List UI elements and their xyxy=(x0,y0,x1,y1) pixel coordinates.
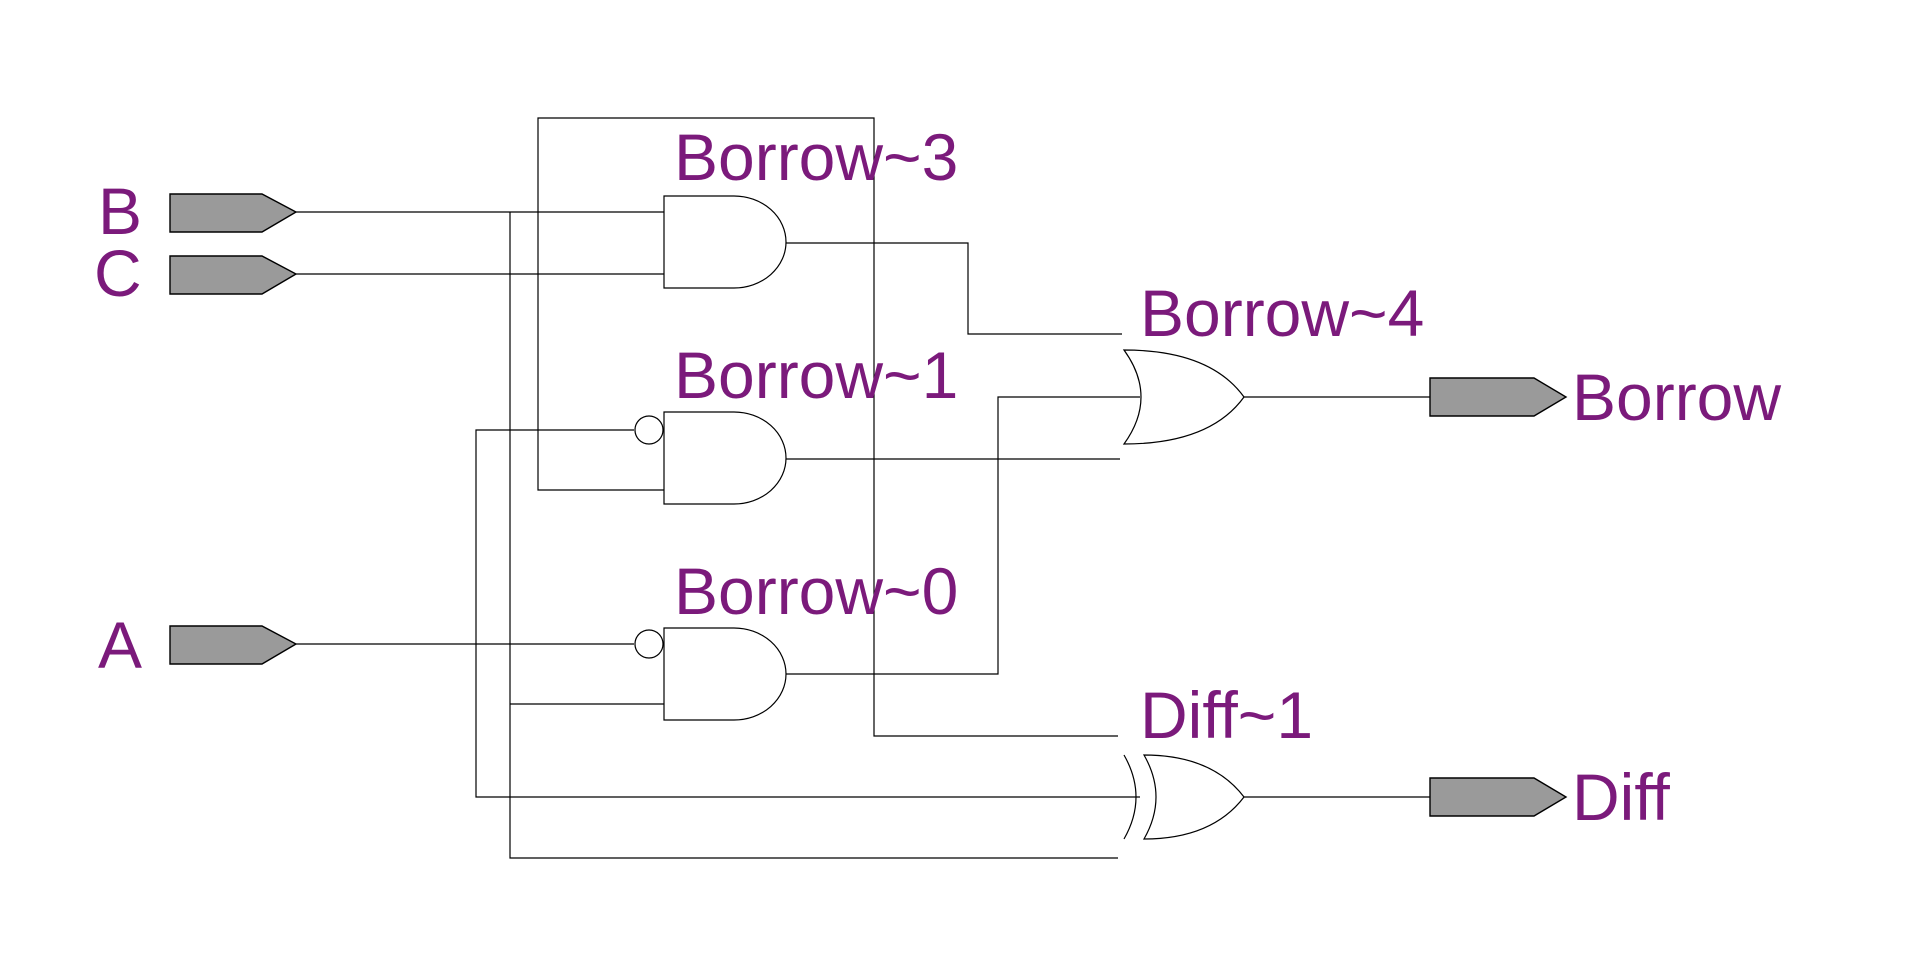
labels: B C A Borrow~3 Borrow~1 Borrow~0 Borrow~… xyxy=(94,120,1781,834)
gate-label-borrow-3: Borrow~3 xyxy=(674,120,958,194)
input-port-c xyxy=(169,255,298,295)
gate-label-borrow-1: Borrow~1 xyxy=(674,338,958,412)
wire-a xyxy=(296,429,1140,798)
input-port-a xyxy=(169,625,298,665)
gate-borrow-4 xyxy=(1122,349,1245,445)
xor-gate-diff-1-back-arc xyxy=(1123,754,1137,840)
output-port-diff xyxy=(1429,777,1568,817)
input-label-a: A xyxy=(98,608,142,682)
or-gate-borrow-4 xyxy=(1122,349,1245,445)
and-gate-borrow-0 xyxy=(663,627,787,721)
inverter-bubble-borrow-0 xyxy=(634,629,664,659)
gate-label-borrow-0: Borrow~0 xyxy=(674,554,958,628)
and-gate-borrow-3 xyxy=(663,195,787,289)
gate-borrow-0 xyxy=(634,627,787,721)
gate-diff-1 xyxy=(1123,754,1245,840)
gate-label-diff-1: Diff~1 xyxy=(1140,678,1313,752)
gate-borrow-1 xyxy=(634,411,787,505)
and-gate-borrow-1 xyxy=(663,411,787,505)
gate-label-borrow-4: Borrow~4 xyxy=(1140,276,1424,350)
ports xyxy=(169,193,1568,817)
output-label-borrow: Borrow xyxy=(1572,360,1781,434)
input-label-b: B xyxy=(98,174,142,248)
wire-borrow3-out xyxy=(786,242,1122,335)
input-port-b xyxy=(169,193,298,233)
output-label-diff: Diff xyxy=(1572,760,1670,834)
xor-gate-diff-1 xyxy=(1142,754,1245,840)
wires xyxy=(296,117,1430,859)
input-label-c: C xyxy=(94,236,142,310)
wire-b xyxy=(296,211,1118,859)
output-port-borrow xyxy=(1429,377,1568,417)
gate-borrow-3 xyxy=(663,195,787,289)
wire-borrow0-out xyxy=(786,396,1140,675)
wire-c xyxy=(296,117,1118,737)
inverter-bubble-borrow-1 xyxy=(634,415,664,445)
